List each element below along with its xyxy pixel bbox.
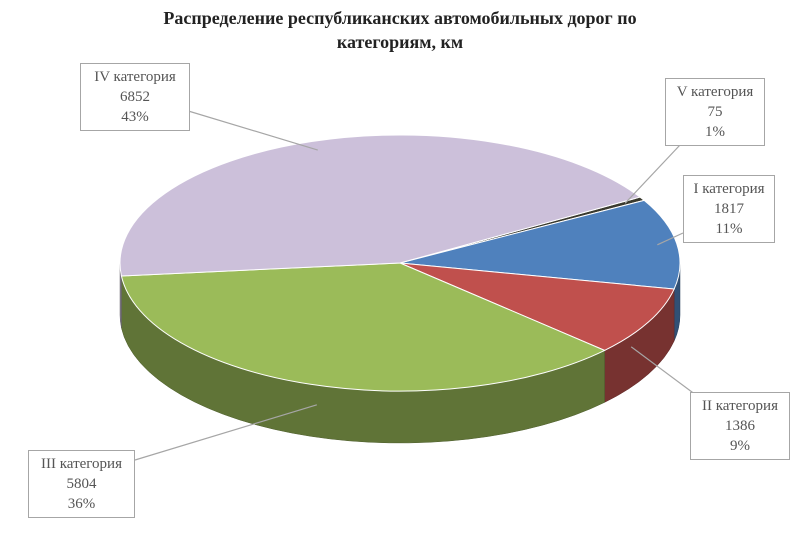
slice (120, 262, 606, 392)
label-value: 6852 (120, 89, 150, 105)
label-percent: 36% (67, 496, 96, 512)
data-label: III категория 5804 36% (28, 450, 135, 518)
label-category: I категория (693, 181, 765, 197)
slice (119, 134, 642, 277)
data-label: V категория 75 1% (665, 78, 765, 146)
label-category: III категория (41, 456, 122, 472)
leader-line (624, 144, 681, 204)
leader-line (657, 232, 684, 246)
slice (399, 199, 681, 290)
label-category: II категория (702, 398, 778, 414)
slice (399, 262, 675, 351)
label-value: 5804 (66, 476, 97, 492)
data-label: IV категория 6852 43% (80, 63, 190, 131)
label-category: IV категория (94, 69, 176, 85)
leader-line (134, 404, 318, 461)
data-label: I категория 1817 11% (683, 175, 775, 243)
label-category: V категория (676, 84, 754, 100)
label-percent: 9% (730, 438, 750, 454)
label-value: 1386 (725, 418, 755, 434)
data-label: II категория 1386 9% (690, 392, 790, 460)
label-percent: 11% (715, 221, 743, 237)
label-percent: 43% (121, 109, 149, 125)
label-value: 1817 (714, 201, 744, 217)
label-percent: 1% (705, 124, 725, 140)
label-value: 75 (707, 104, 723, 120)
leader-line (630, 346, 701, 399)
slice-tops (119, 134, 681, 392)
leader-line (184, 109, 318, 151)
chart-title: Распределение республиканских автомобиль… (163, 8, 637, 52)
